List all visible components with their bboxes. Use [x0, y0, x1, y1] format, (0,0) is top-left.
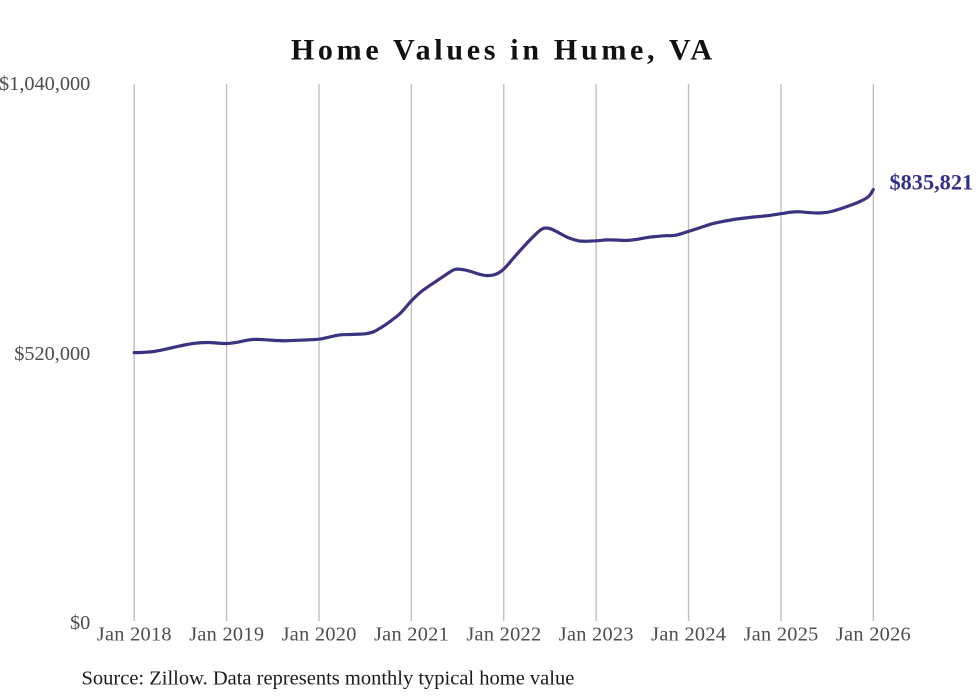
svg-text:$1,040,000: $1,040,000 [0, 73, 90, 95]
svg-text:Jan 2025: Jan 2025 [744, 624, 819, 646]
svg-text:Jan 2023: Jan 2023 [559, 624, 634, 646]
svg-text:$0: $0 [70, 612, 90, 634]
svg-text:Jan 2024: Jan 2024 [651, 624, 726, 646]
svg-text:Jan 2026: Jan 2026 [836, 624, 911, 646]
svg-text:$520,000: $520,000 [14, 343, 90, 365]
svg-text:Jan 2019: Jan 2019 [189, 624, 264, 646]
svg-text:Jan 2018: Jan 2018 [97, 624, 172, 646]
svg-text:$835,821: $835,821 [890, 170, 974, 195]
svg-text:Jan 2020: Jan 2020 [282, 624, 357, 646]
svg-text:Jan 2022: Jan 2022 [466, 624, 541, 646]
svg-text:Jan 2021: Jan 2021 [374, 624, 449, 646]
svg-text:Source: Zillow. Data represent: Source: Zillow. Data represents monthly … [82, 668, 575, 690]
svg-text:Home Values in Hume, VA: Home Values in Hume, VA [291, 34, 716, 67]
